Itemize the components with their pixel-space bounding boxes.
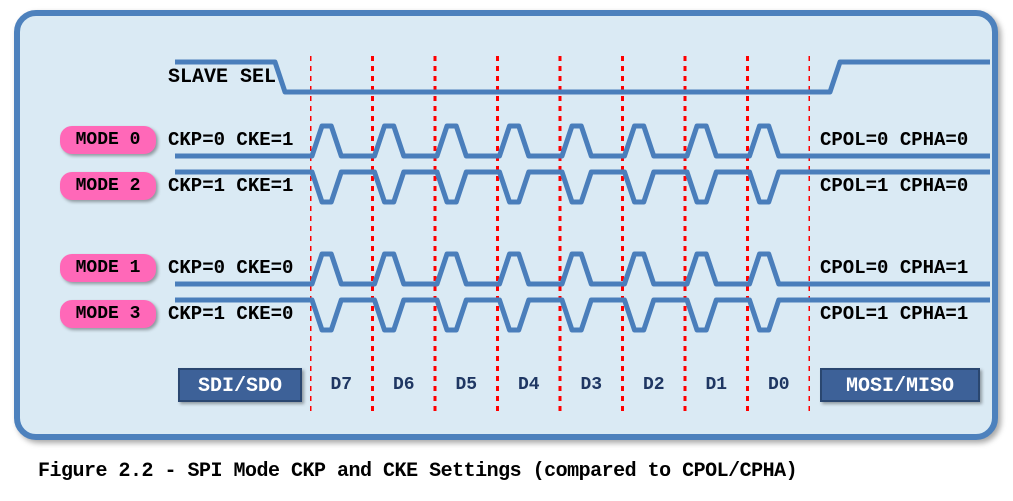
data-cell-label: D3 (580, 375, 602, 395)
data-cell-label: D7 (330, 375, 352, 395)
left-label-2: CKP=0 CKE=0 (168, 254, 293, 282)
clock-row-1: MODE 2 CKP=1 CKE=1 CPOL=1 CPHA=0 (20, 166, 992, 210)
slave-sel-wave (310, 56, 810, 100)
data-cell-d1: D1 (681, 368, 752, 402)
data-cell-d2: D2 (619, 368, 690, 402)
clock-row-2: MODE 1 CKP=0 CKE=0 CPOL=0 CPHA=1 (20, 248, 992, 292)
mode-pill-2: MODE 1 (60, 254, 156, 282)
clock-wave-1 (310, 166, 810, 210)
data-cell-label: D0 (768, 375, 790, 395)
left-label-1: CKP=1 CKE=1 (168, 172, 293, 200)
mosi-miso-box: MOSI/MISO (820, 368, 980, 402)
data-cell-label: D4 (518, 375, 540, 395)
slave-sel-row (20, 56, 992, 100)
data-cell-label: D5 (455, 375, 477, 395)
left-label-3: CKP=1 CKE=0 (168, 300, 293, 328)
data-cell-label: D2 (643, 375, 665, 395)
mode-pill-0: MODE 0 (60, 126, 156, 154)
data-cell-d5: D5 (431, 368, 502, 402)
data-cell-d4: D4 (494, 368, 565, 402)
clock-row-0: MODE 0 CKP=0 CKE=1 CPOL=0 CPHA=0 (20, 120, 992, 164)
right-label-0: CPOL=0 CPHA=0 (820, 126, 968, 154)
data-cell-d0: D0 (744, 368, 815, 402)
right-label-3: CPOL=1 CPHA=1 (820, 300, 968, 328)
left-label-0: CKP=0 CKE=1 (168, 126, 293, 154)
clock-row-3: MODE 3 CKP=1 CKE=0 CPOL=1 CPHA=1 (20, 294, 992, 338)
mode-pill-3: MODE 3 (60, 300, 156, 328)
data-cell-label: D6 (393, 375, 415, 395)
clock-wave-2 (310, 248, 810, 292)
mode-pill-1: MODE 2 (60, 172, 156, 200)
data-row: SDI/SDO MOSI/MISO D7 D6 D5 D4 D3 D2 D1 D0 (20, 368, 992, 404)
data-cell-d3: D3 (556, 368, 627, 402)
clock-wave-0 (310, 120, 810, 164)
sdi-sdo-box: SDI/SDO (178, 368, 302, 402)
diagram-panel: SLAVE SEL MODE 0CKP=0 CKE=1CPOL=0 CPHA=0… (14, 10, 998, 440)
right-label-2: CPOL=0 CPHA=1 (820, 254, 968, 282)
clock-wave-3 (310, 294, 810, 338)
clock-edge-vlines (310, 56, 810, 416)
right-label-1: CPOL=1 CPHA=0 (820, 172, 968, 200)
data-cell-d7: D7 (306, 368, 377, 402)
data-cell-d6: D6 (369, 368, 440, 402)
figure-caption: Figure 2.2 - SPI Mode CKP and CKE Settin… (38, 460, 797, 483)
data-cell-label: D1 (705, 375, 727, 395)
